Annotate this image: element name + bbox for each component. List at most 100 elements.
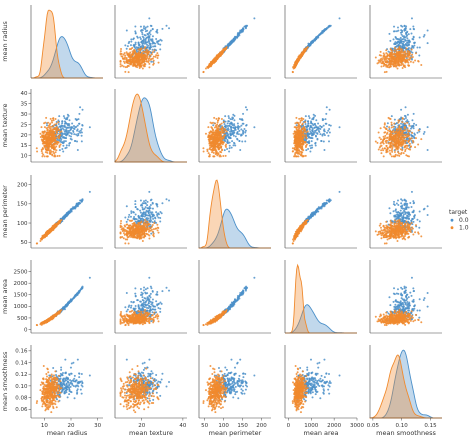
scatter-point — [148, 43, 151, 46]
scatter-point — [245, 24, 248, 27]
scatter-point — [304, 128, 307, 131]
scatter-point — [40, 150, 43, 153]
scatter-point — [55, 131, 58, 134]
scatter-point — [149, 44, 152, 47]
scatter-point — [321, 119, 324, 122]
scatter-point — [72, 130, 75, 133]
scatter-point — [299, 130, 302, 133]
scatter-point — [127, 65, 130, 67]
scatter-point — [228, 147, 231, 150]
scatter-point — [135, 50, 138, 53]
scatter-point — [394, 153, 397, 156]
scatter-point — [307, 120, 310, 123]
scatter-point — [126, 53, 129, 56]
scatter-point — [223, 47, 226, 50]
scatter-point — [401, 29, 404, 32]
scatter-point — [388, 66, 391, 69]
scatter-point — [382, 149, 385, 152]
scatter-point — [212, 135, 215, 138]
scatter-point — [133, 56, 136, 59]
scatter-point — [151, 27, 154, 30]
scatter-point — [393, 47, 396, 50]
scatter-point — [135, 48, 138, 51]
scatter-point — [244, 131, 247, 134]
scatter-point — [141, 31, 144, 34]
scatter-point — [55, 133, 58, 136]
scatter-point — [136, 35, 139, 38]
scatter-point — [58, 115, 61, 118]
scatter-point — [385, 52, 388, 55]
scatter-point — [406, 41, 409, 44]
scatter-point — [384, 134, 387, 137]
scatter-point — [389, 39, 392, 42]
scatter-point — [125, 59, 128, 62]
scatter-point — [137, 51, 140, 54]
scatter-point — [390, 115, 393, 118]
scatter-point — [88, 126, 91, 129]
scatter-point — [385, 145, 388, 148]
scatter-point — [298, 55, 301, 58]
scatter-point — [152, 62, 155, 65]
scatter-point — [395, 37, 398, 40]
scatter-point — [228, 150, 231, 153]
scatter-point — [53, 155, 56, 158]
scatter-point — [309, 144, 312, 147]
scatter-point — [388, 138, 391, 141]
scatter-point — [234, 144, 237, 147]
scatter-point — [403, 46, 406, 49]
scatter-point — [403, 122, 406, 125]
scatter-point — [222, 121, 225, 124]
scatter-point — [401, 117, 404, 120]
scatter-point — [307, 115, 310, 118]
scatter-point — [316, 127, 319, 130]
scatter-point — [44, 144, 47, 147]
scatter-point — [204, 67, 207, 70]
scatter-point — [152, 45, 155, 48]
scatter-point — [400, 58, 403, 61]
scatter-point — [215, 152, 218, 155]
scatter-point — [58, 135, 61, 138]
scatter-point — [406, 37, 409, 40]
scatter-point — [328, 108, 331, 111]
scatter-point — [148, 40, 151, 43]
scatter-point — [220, 118, 223, 121]
scatter-point — [408, 57, 411, 60]
scatter-point — [219, 138, 222, 141]
scatter-point — [150, 46, 153, 49]
scatter-point — [324, 118, 327, 121]
scatter-point — [407, 148, 410, 151]
scatter-point — [60, 141, 63, 144]
scatter-point — [293, 135, 296, 138]
scatter-point — [212, 124, 215, 127]
scatter-point — [321, 134, 324, 137]
scatter-point — [59, 134, 62, 137]
scatter-point — [322, 124, 325, 127]
scatter-point — [59, 131, 61, 134]
scatter-point — [396, 145, 399, 148]
scatter-point — [402, 40, 405, 43]
scatter-point — [236, 132, 239, 135]
scatter-point — [308, 116, 311, 119]
scatter-point — [308, 44, 311, 47]
scatter-point — [134, 30, 137, 33]
scatter-point — [391, 47, 394, 50]
scatter-point — [380, 65, 383, 68]
scatter-point — [404, 52, 407, 55]
scatter-point — [299, 119, 302, 122]
scatter-point — [208, 131, 211, 134]
scatter-point — [379, 54, 382, 57]
scatter-point — [217, 117, 220, 120]
scatter-point — [406, 113, 409, 116]
scatter-point — [414, 137, 417, 140]
scatter-point — [147, 33, 150, 36]
scatter-point — [388, 149, 391, 152]
scatter-point — [402, 43, 405, 46]
scatter-point — [310, 144, 313, 147]
scatter-point — [227, 115, 230, 118]
scatter-point — [210, 144, 213, 147]
scatter-point — [412, 135, 415, 138]
scatter-point — [407, 44, 410, 47]
scatter-point — [134, 52, 137, 55]
scatter-point — [414, 52, 417, 55]
scatter-point — [149, 54, 152, 57]
